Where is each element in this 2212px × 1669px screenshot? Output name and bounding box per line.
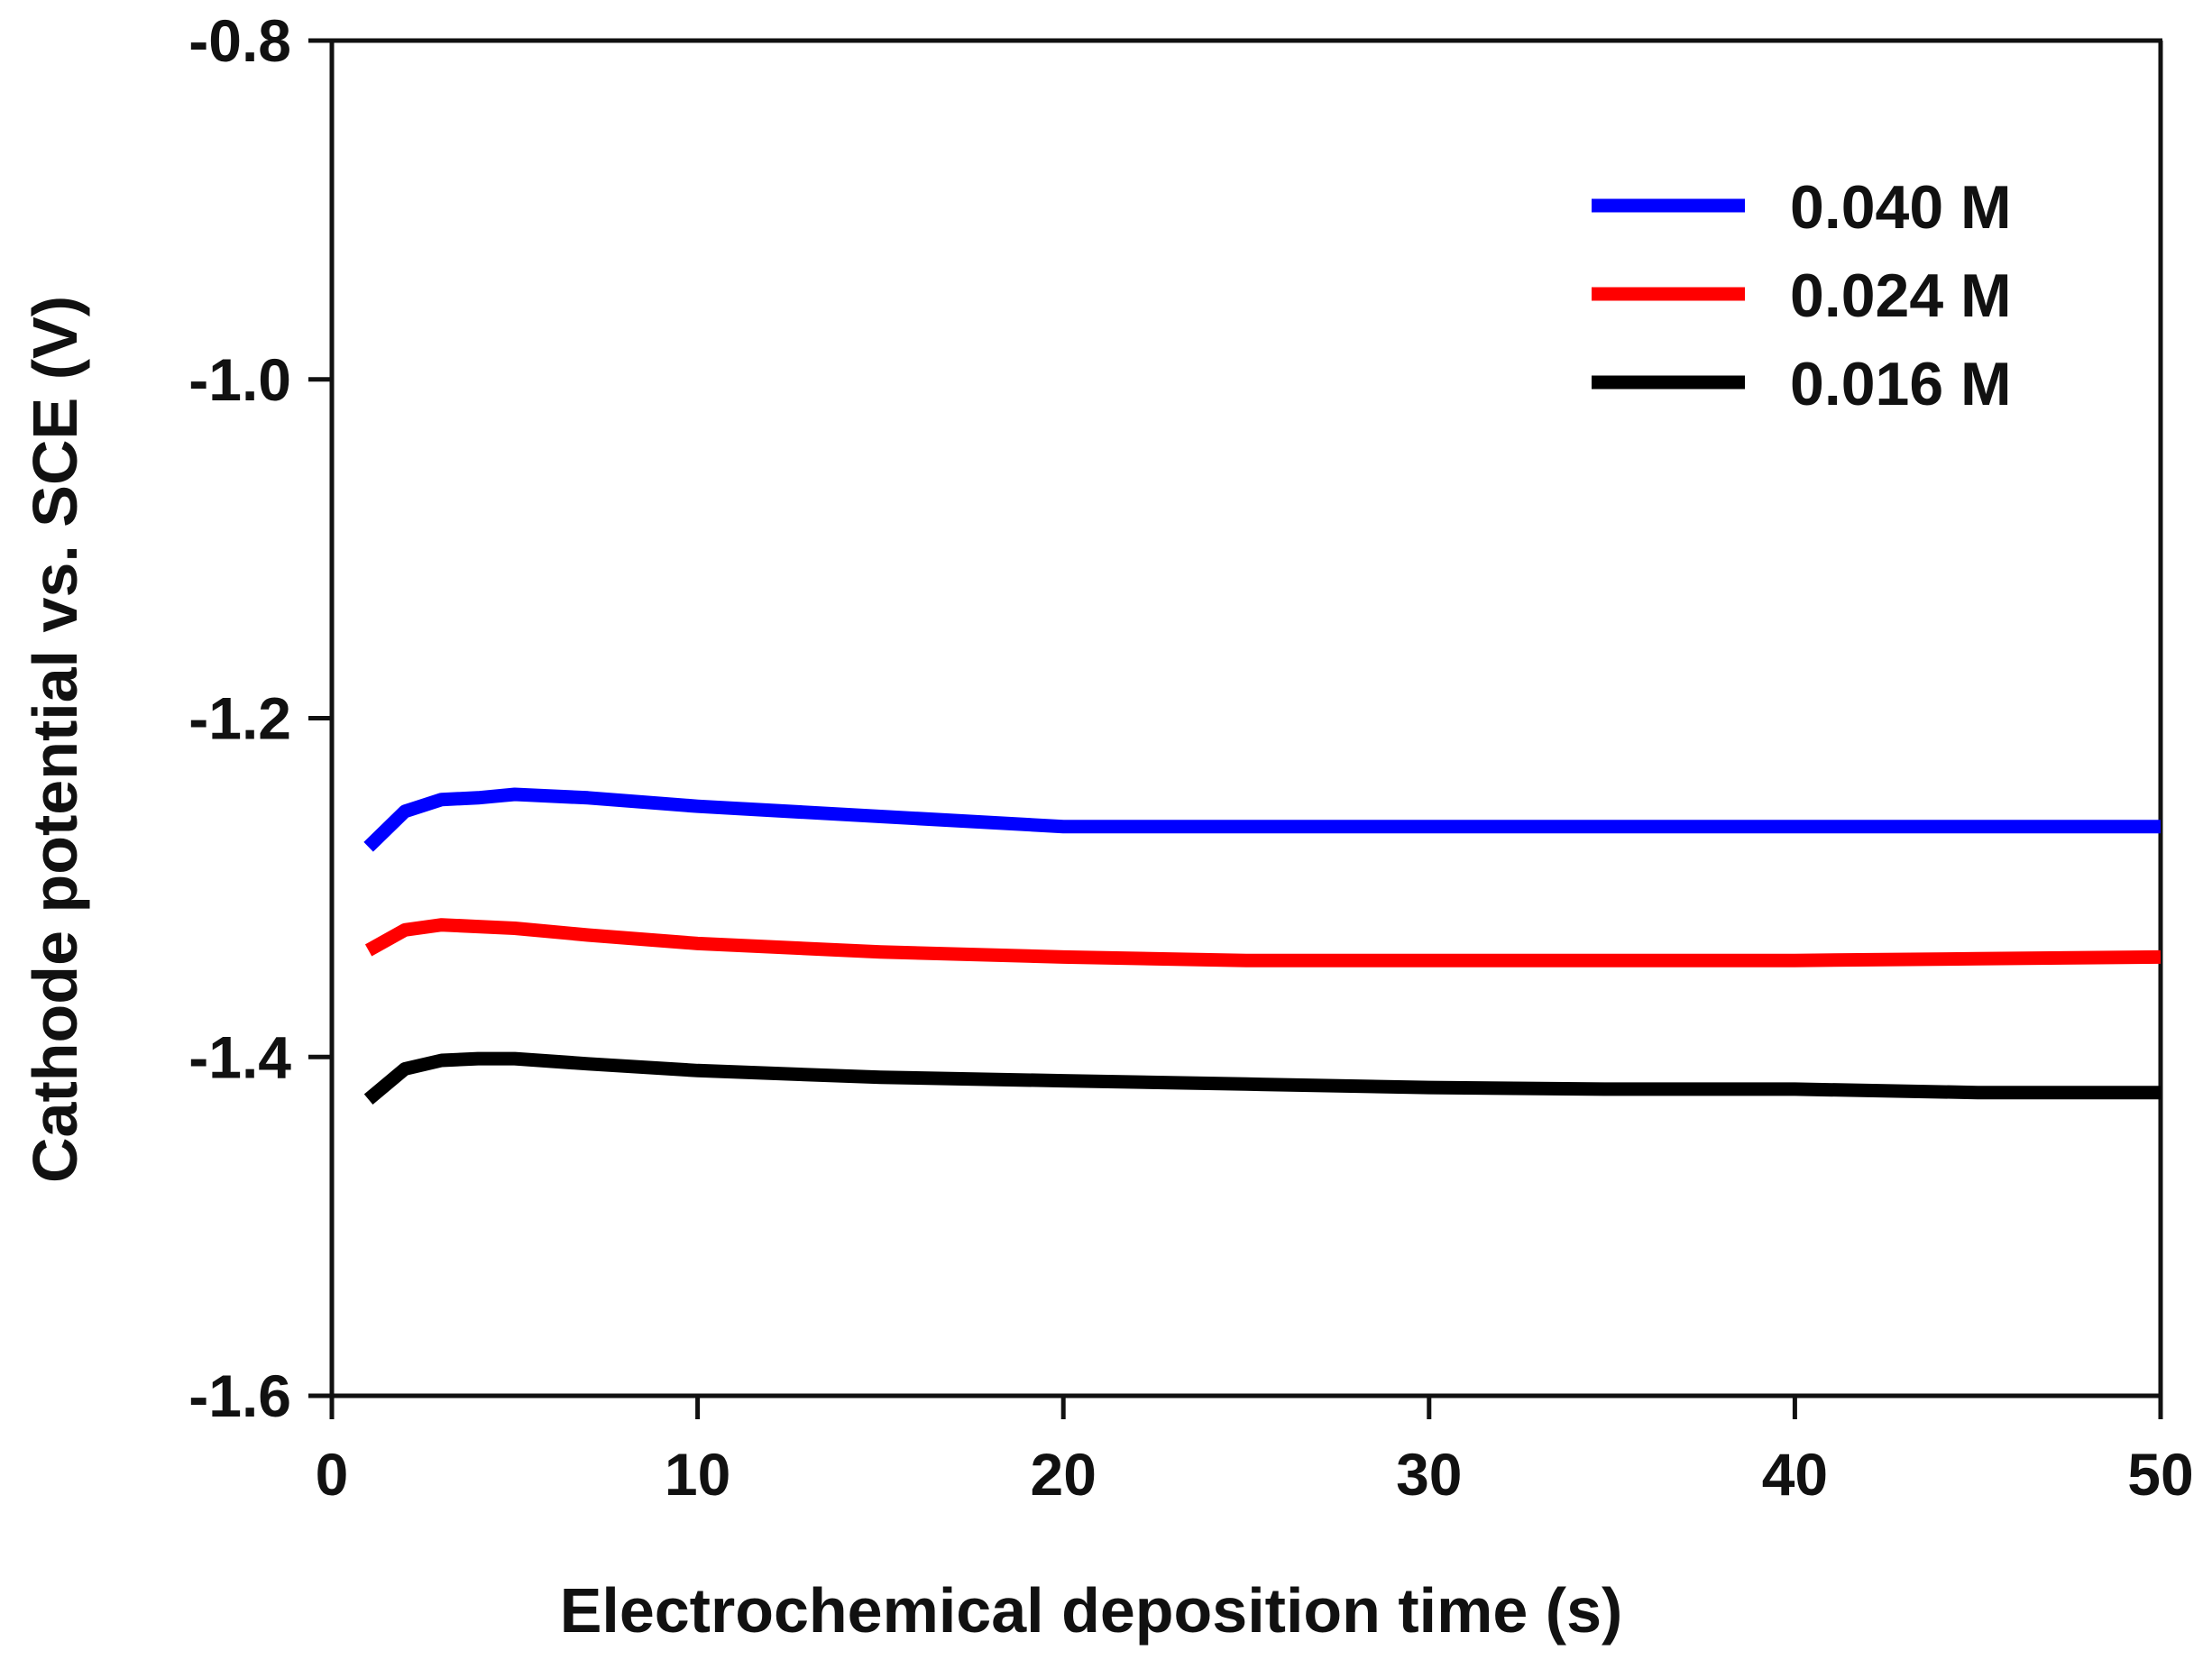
y-tick-label: -1.6 <box>188 1362 291 1429</box>
series-line-3 <box>363 1051 2161 1105</box>
axes-layer: 0 10 20 30 40 50 -0.8 -1.0 -1.2 -1.4 -1.6 <box>188 7 2193 1508</box>
x-tick-label: 40 <box>1762 1441 1828 1508</box>
legend: 0.040 M 0.024 M 0.016 M <box>1592 173 2012 418</box>
x-tick-label: 0 <box>316 1441 349 1508</box>
y-tick-label: -0.8 <box>188 7 291 74</box>
series-layer <box>363 787 2162 1105</box>
legend-label: 0.024 M <box>1790 261 2012 330</box>
y-tick-label: -1.2 <box>188 685 291 752</box>
x-tick-label: 50 <box>2127 1441 2193 1508</box>
series-line-1 <box>363 787 2161 852</box>
y-tick-label: -1.0 <box>188 346 291 413</box>
legend-label: 0.016 M <box>1790 350 2012 418</box>
y-tick-label: -1.4 <box>188 1023 291 1090</box>
x-tick-label: 10 <box>665 1441 730 1508</box>
x-tick-label: 20 <box>1030 1441 1096 1508</box>
x-tick-label: 30 <box>1396 1441 1462 1508</box>
series-line-2 <box>364 918 2162 967</box>
legend-label: 0.040 M <box>1790 173 2012 242</box>
x-axis-label: Electrochemical deposition time (s) <box>560 1575 1623 1646</box>
y-axis-label: Cathode potential vs. SCE (V) <box>20 296 90 1183</box>
